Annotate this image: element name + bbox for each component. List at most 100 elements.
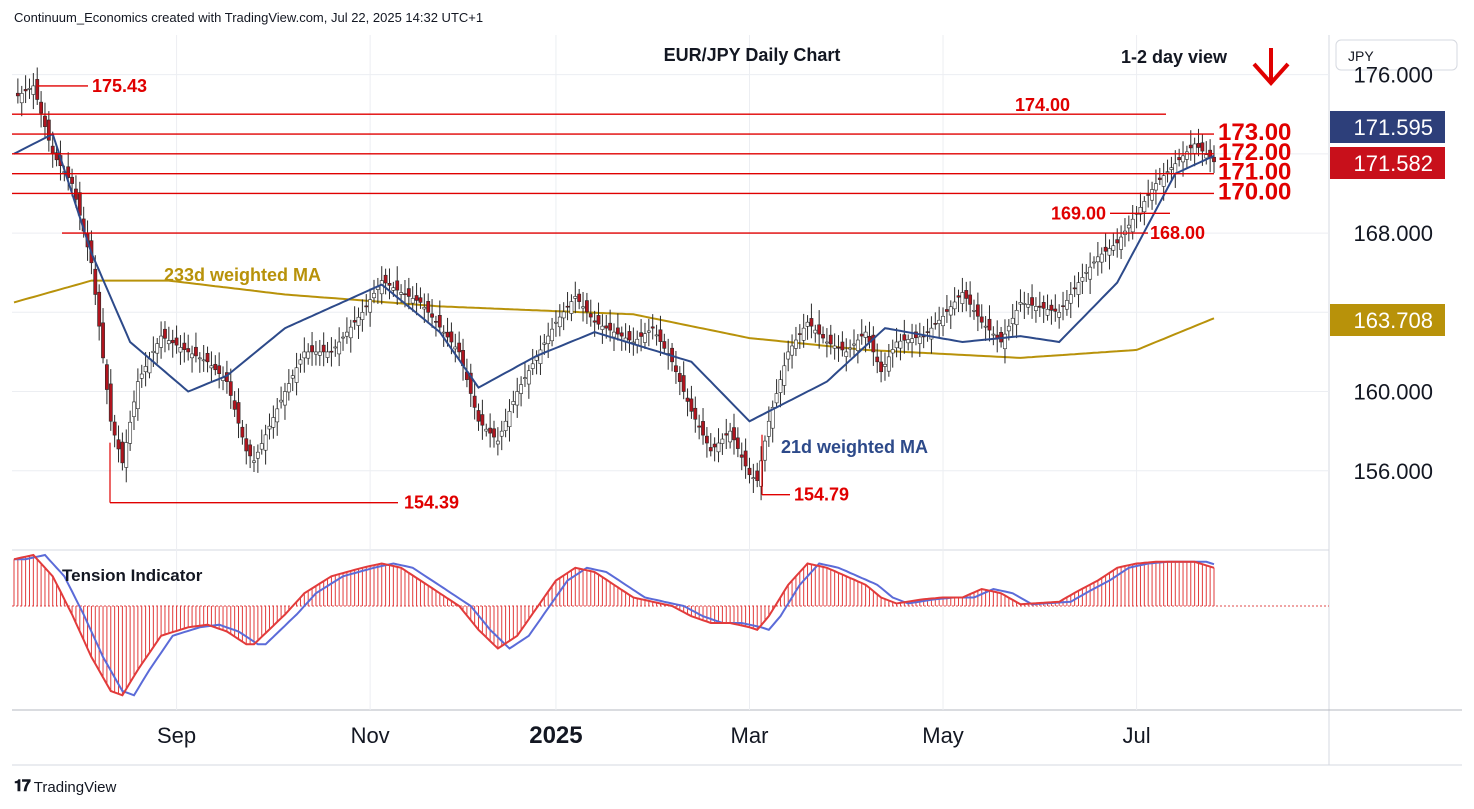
candle-body — [1103, 246, 1108, 252]
candle-body — [983, 325, 988, 328]
candle-body — [1065, 300, 1069, 310]
candle-body — [685, 397, 690, 402]
candle-body — [608, 322, 613, 331]
candle-body — [925, 331, 930, 333]
candle-body — [1022, 303, 1027, 305]
candle-body — [457, 342, 462, 353]
candle-body — [143, 366, 148, 373]
candle-body — [135, 381, 140, 409]
candle-body — [987, 318, 992, 331]
candle-body — [74, 188, 78, 200]
candle-body — [1014, 310, 1019, 326]
candle-body — [573, 296, 578, 299]
candle-body — [255, 451, 260, 459]
candle-body — [1212, 156, 1216, 163]
candle-body — [93, 268, 98, 295]
candle-body — [975, 304, 980, 317]
candle-body — [302, 351, 307, 359]
candle-body — [902, 334, 907, 341]
tension-layer — [12, 553, 1329, 697]
x-tick-label: Mar — [731, 723, 769, 748]
candle-body — [530, 363, 535, 369]
candle-body — [341, 336, 345, 339]
candle-body — [228, 381, 233, 396]
candle-body — [697, 425, 702, 428]
level-label: 169.00 — [1051, 203, 1106, 223]
candle-body — [240, 426, 245, 438]
candle-body — [774, 393, 779, 404]
candle-body — [449, 331, 454, 343]
candle-body — [1053, 308, 1058, 312]
candle-body — [186, 348, 191, 353]
candle-body — [627, 331, 632, 341]
candle-body — [426, 301, 431, 313]
candle-body — [1161, 175, 1166, 187]
candle-body — [151, 350, 156, 353]
candle-body — [1034, 306, 1038, 311]
candle-body — [387, 283, 392, 286]
candle-body — [1041, 302, 1046, 309]
candle-body — [778, 379, 783, 393]
candle-body — [790, 345, 794, 356]
candle-body — [569, 301, 574, 314]
candle-body — [708, 447, 713, 452]
candle-body — [643, 333, 647, 343]
candle-body — [263, 434, 268, 451]
candle-body — [348, 326, 353, 339]
candle-body — [279, 399, 283, 403]
candle-body — [565, 305, 570, 308]
x-tick-label: Sep — [157, 723, 196, 748]
candle-body — [604, 325, 609, 329]
candle-body — [290, 375, 295, 379]
footer-brand: TradingView — [33, 778, 117, 796]
candle-body — [511, 401, 516, 405]
level-label: 168.00 — [1150, 223, 1205, 243]
candle-body — [770, 407, 775, 429]
candle-body — [1088, 266, 1093, 280]
price-tag-label: 171.595 — [1353, 115, 1433, 140]
candle-body — [197, 357, 202, 360]
candle-body — [1169, 167, 1174, 170]
candle-body — [271, 417, 276, 428]
candle-body — [786, 351, 791, 360]
price-tag — [1330, 147, 1445, 179]
candle-body — [101, 322, 105, 359]
candle-body — [1030, 297, 1034, 306]
candle-body — [124, 442, 129, 468]
candle-body — [205, 352, 210, 363]
price-tag-label: 163.708 — [1353, 308, 1433, 333]
candle-body — [437, 315, 442, 328]
candle-body — [434, 321, 438, 323]
candle-body — [1130, 218, 1135, 233]
candle-body — [879, 361, 883, 373]
candle-body — [751, 477, 756, 480]
candle-body — [248, 444, 253, 457]
candle-body — [1072, 287, 1077, 290]
candle-body — [728, 430, 733, 443]
candle-body — [596, 315, 601, 325]
candle-body — [712, 443, 717, 448]
candle-body — [356, 316, 361, 326]
candle-body — [201, 359, 206, 362]
candle-body — [283, 391, 287, 406]
candle-body — [805, 321, 810, 327]
candle-body — [526, 370, 531, 385]
candle-body — [453, 346, 458, 350]
candle-body — [236, 402, 241, 424]
candle-body — [945, 309, 949, 312]
candle-body — [906, 339, 911, 344]
candle-body — [97, 291, 102, 327]
candle-body — [352, 320, 357, 323]
y-tick-label: 160.000 — [1353, 380, 1433, 405]
candle-body — [1061, 305, 1065, 307]
candle-body — [503, 420, 508, 431]
candle-body — [1092, 261, 1096, 264]
candle-body — [1115, 239, 1120, 244]
candle-body — [735, 437, 740, 449]
candle-body — [782, 365, 787, 386]
candle-body — [1049, 304, 1054, 311]
candle-body — [859, 333, 864, 337]
currency-badge[interactable] — [1335, 39, 1458, 71]
candle-body — [1185, 151, 1189, 160]
